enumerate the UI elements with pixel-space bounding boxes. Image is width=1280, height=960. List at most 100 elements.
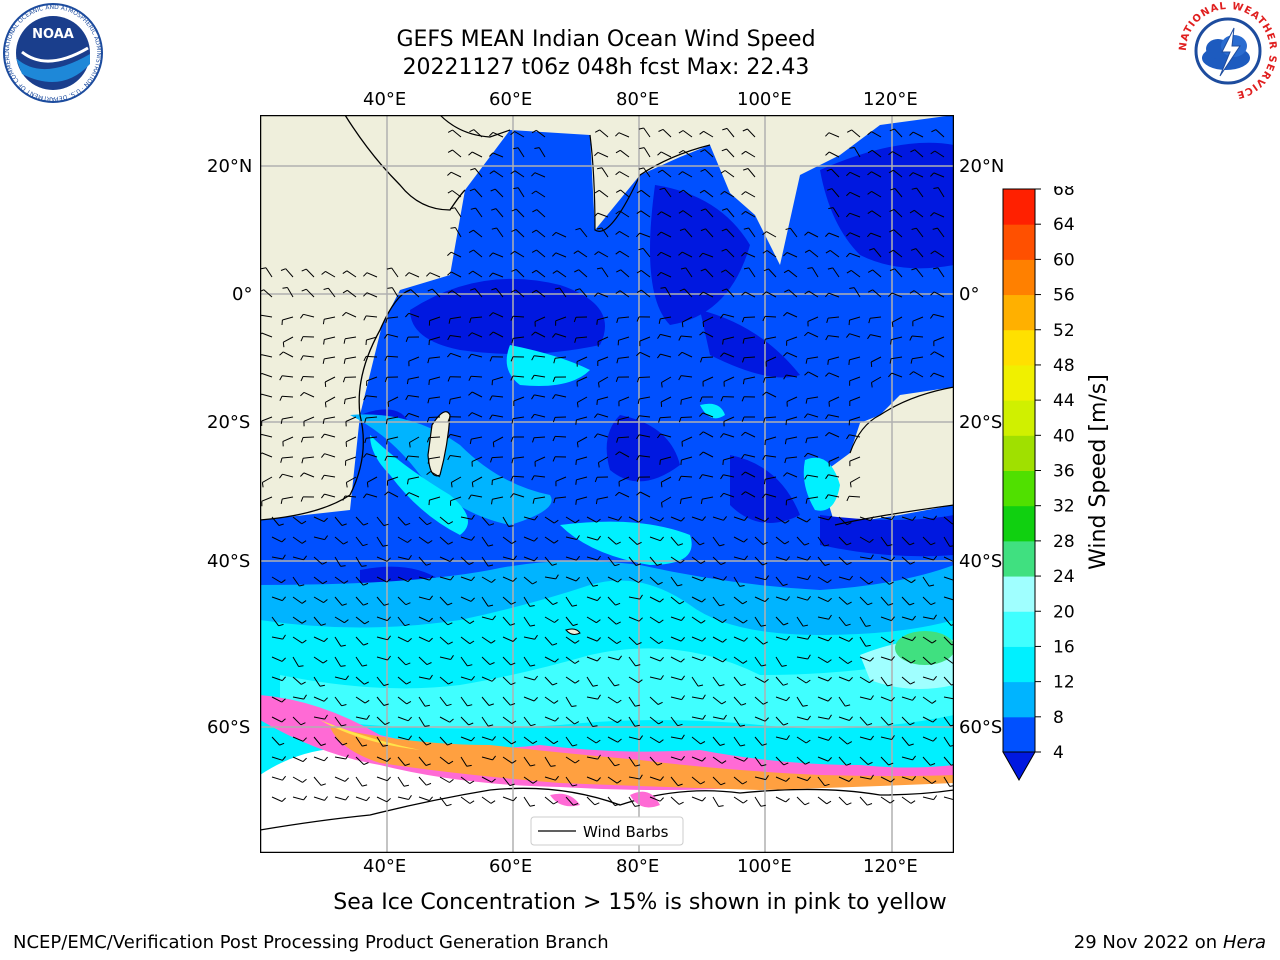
wind-barb-staff xyxy=(796,676,807,684)
wind-barb-staff xyxy=(681,251,693,258)
wind-barb-flag xyxy=(490,639,496,644)
wind-barb-staff xyxy=(880,596,889,606)
wind-barb-flag xyxy=(530,624,536,627)
wind-barb-flag xyxy=(491,208,497,211)
wind-barb-flag xyxy=(404,623,410,627)
wind-barb-staff xyxy=(334,516,343,526)
wind-barb-staff xyxy=(786,472,798,478)
wind-barb-flag xyxy=(406,379,409,385)
wind-barb-staff xyxy=(786,396,798,403)
wind-barb-staff xyxy=(601,167,609,178)
wind-barb-flag xyxy=(553,740,559,745)
wind-barb-flag xyxy=(280,268,286,271)
wind-barb-flag xyxy=(592,684,598,687)
wind-barb-staff xyxy=(607,736,618,743)
wind-barb-flag xyxy=(301,639,307,644)
wind-barb-staff xyxy=(649,776,661,781)
wind-barb-staff xyxy=(429,456,441,460)
wind-barb-staff xyxy=(387,436,399,440)
wind-barb-flag xyxy=(618,516,622,521)
wind-barb-flag xyxy=(594,292,599,297)
lon-label-bottom-80e: 80°E xyxy=(616,856,660,877)
wind-barb-staff xyxy=(481,556,489,567)
wind-barb-staff xyxy=(765,455,777,458)
wind-barb-staff xyxy=(943,636,952,646)
wind-barb-flag xyxy=(742,357,745,363)
wind-barb-flag xyxy=(531,331,536,336)
wind-barb-flag xyxy=(450,207,456,210)
wind-barb-flag xyxy=(911,267,917,271)
wind-barb-staff xyxy=(598,456,609,463)
wind-barb-staff xyxy=(607,716,618,724)
wind-barb-flag xyxy=(491,499,493,505)
wind-barb-flag xyxy=(865,644,871,647)
wind-barb-staff xyxy=(439,736,448,746)
wind-barb-flag xyxy=(762,250,768,254)
wind-barb-flag xyxy=(785,227,791,230)
wind-barb-staff xyxy=(817,756,829,762)
wind-barb-flag xyxy=(281,657,286,662)
wind-barb-staff xyxy=(355,596,364,606)
wind-barb-flag xyxy=(510,315,514,321)
wind-barb-staff xyxy=(523,676,535,681)
wind-barb-staff xyxy=(838,796,848,806)
wind-barb-staff xyxy=(271,516,280,526)
wind-barb-flag xyxy=(804,761,810,765)
wind-barb-staff xyxy=(334,536,344,545)
wind-barb-staff xyxy=(544,676,553,686)
wind-barb-staff xyxy=(544,716,556,722)
wind-barb-staff xyxy=(397,696,407,705)
wind-barb-staff xyxy=(565,676,576,684)
wind-barb-flag xyxy=(762,541,768,545)
wind-barb-staff xyxy=(409,436,420,443)
wind-barb-staff xyxy=(460,576,472,582)
lat-label-right-40s: 40°S xyxy=(959,551,1003,572)
wind-barb-flag xyxy=(657,211,662,216)
wind-barb-flag xyxy=(491,227,497,230)
wind-barb-flag xyxy=(386,798,391,803)
wind-barb-staff xyxy=(334,616,345,624)
wind-barb-staff xyxy=(682,130,693,138)
wind-barb-staff xyxy=(901,556,911,565)
wind-barb-staff xyxy=(684,288,693,298)
wind-barb-flag xyxy=(636,210,642,215)
wind-barb-staff xyxy=(733,536,744,543)
wind-barb-staff xyxy=(691,516,703,521)
wind-barb-staff xyxy=(871,149,882,158)
wind-barb-staff xyxy=(817,556,826,566)
wind-barb-staff xyxy=(628,616,640,622)
wind-barb-staff xyxy=(313,776,322,786)
wind-barb-flag xyxy=(805,398,808,404)
wind-barb-flag xyxy=(321,493,325,499)
wind-barb-staff xyxy=(429,272,441,278)
wind-barb-flag xyxy=(530,664,536,667)
wind-barb-staff xyxy=(747,128,756,138)
wind-barb-staff xyxy=(471,456,483,463)
wind-barb-staff xyxy=(796,596,808,601)
wind-barb-staff xyxy=(765,476,777,480)
wind-barb-flag xyxy=(658,318,661,324)
wind-barb-flag xyxy=(428,379,430,385)
wind-barb-staff xyxy=(891,356,903,360)
wind-barb-staff xyxy=(702,451,714,458)
wind-barb-staff xyxy=(937,267,945,278)
wind-barb-flag xyxy=(552,333,556,338)
wind-barb-staff xyxy=(733,516,745,521)
wind-barb-staff xyxy=(473,229,483,238)
wind-barb-flag xyxy=(828,515,832,521)
wind-barb-flag xyxy=(598,462,600,468)
wind-barb-flag xyxy=(323,637,328,642)
wind-barb-staff xyxy=(628,556,637,566)
wind-barb-staff xyxy=(640,210,651,218)
wind-barb-staff xyxy=(733,576,741,587)
wind-barb-staff xyxy=(838,656,849,664)
wind-barb-staff xyxy=(726,208,735,218)
wind-barb-flag xyxy=(429,796,433,801)
wind-barb-staff xyxy=(870,334,882,338)
wind-barb-flag xyxy=(699,542,705,546)
wind-barb-staff xyxy=(303,391,315,398)
wind-barb-staff xyxy=(933,291,945,298)
wind-barb-flag xyxy=(366,714,370,720)
wind-barb-staff xyxy=(870,316,882,319)
wind-barb-flag xyxy=(909,131,914,136)
